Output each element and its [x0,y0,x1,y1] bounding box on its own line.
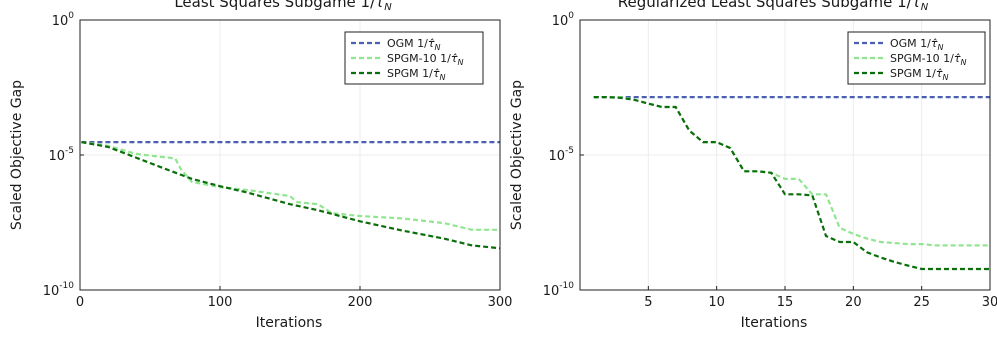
y-tick-label: 10-5 [48,146,74,164]
right-y-axis-label: Scaled Objective Gap [509,80,525,230]
series-line-2 [81,141,501,250]
y-tick-label: 10-10 [43,281,75,299]
left-chart-panel: Least Squares Subgame 1/τ̂N 0 100 200 300 1… [9,0,512,331]
legend-label: SPGM 1/τ̂N [387,67,445,82]
right-series-layer [593,95,990,271]
x-tick-label: 10 [708,295,725,310]
left-x-axis-label: Iterations [256,315,323,331]
legend-label: SPGM-10 1/τ̂N [890,52,966,67]
x-tick-label: 20 [845,295,862,310]
series-line-1 [81,141,500,231]
right-x-axis-label: Iterations [741,315,808,331]
y-tick-label: 100 [552,11,575,29]
legend-label: SPGM-10 1/τ̂N [387,52,463,67]
x-tick-label: 300 [488,295,513,310]
y-tick-label: 10-10 [543,281,575,299]
x-tick-label: 100 [208,295,233,310]
x-tick-label: 30 [982,295,997,310]
left-y-axis-label: Scaled Objective Gap [9,80,25,230]
x-tick-label: 15 [777,295,794,310]
legend-label: OGM 1/τ̂N [387,37,441,52]
left-series-layer [81,141,501,250]
series-line-2 [593,95,990,271]
legend-label: OGM 1/τ̂N [890,37,944,52]
left-x-ticks: 0 100 200 300 [76,286,513,310]
right-chart-title: Regularized Least Squares Subgame 1/τ̂N [618,0,929,13]
x-tick-label: 200 [348,295,373,310]
left-y-ticks: 100 10-5 10-10 [43,11,84,299]
legend-label: SPGM 1/τ̂N [890,67,948,82]
x-tick-label: 5 [644,295,652,310]
x-tick-label: 25 [913,295,930,310]
x-tick-label: 0 [76,295,84,310]
right-chart-panel: Regularized Least Squares Subgame 1/τ̂N … [509,0,997,331]
y-tick-label: 100 [52,11,75,29]
right-y-ticks: 100 10-5 10-10 [543,11,584,299]
left-chart-title: Least Squares Subgame 1/τ̂N [174,0,392,13]
right-x-ticks: 5 10 15 20 25 30 [644,286,997,310]
series-line-1 [593,95,990,247]
y-tick-label: 10-5 [548,146,574,164]
